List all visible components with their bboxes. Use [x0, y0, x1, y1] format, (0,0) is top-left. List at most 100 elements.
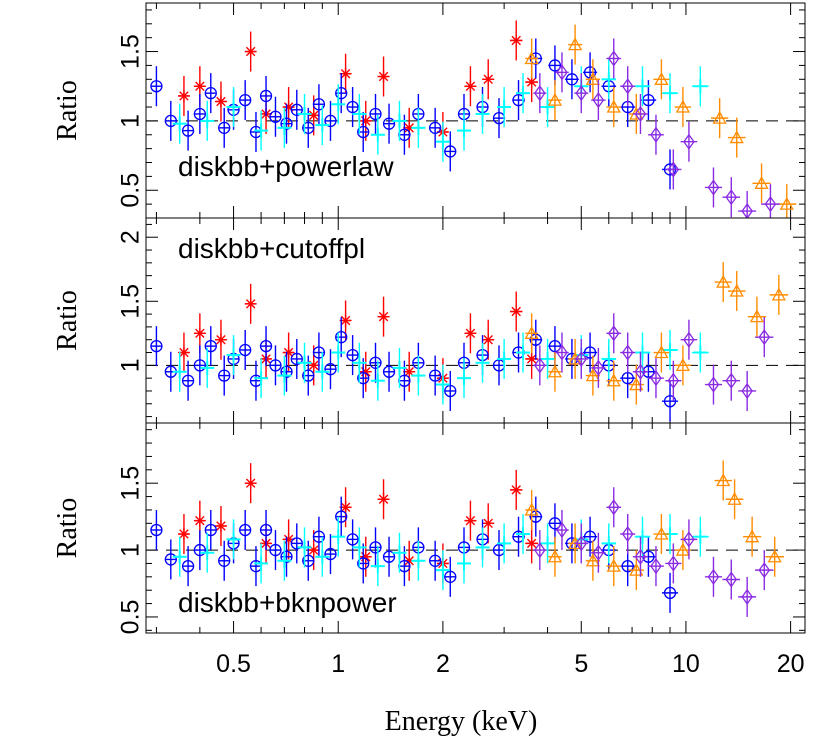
data-point: [254, 110, 269, 151]
data-point: [755, 317, 774, 358]
data-point: [738, 576, 757, 617]
data-point: [606, 487, 622, 528]
data-point: [429, 107, 442, 148]
data-point: [691, 66, 709, 107]
data-point: [254, 543, 269, 584]
data-point: [585, 355, 601, 396]
data-point: [297, 342, 312, 383]
model-label: diskbb+powerlaw: [178, 151, 394, 182]
y-axis-title: Ratio: [52, 498, 83, 559]
data-point: [239, 80, 252, 121]
data-point: [464, 500, 477, 541]
data-point: [444, 131, 457, 172]
data-point: [497, 338, 512, 379]
data-point: [290, 523, 303, 564]
x-axis-title: Energy (keV): [385, 706, 538, 737]
data-point: [591, 80, 606, 121]
data-point: [181, 360, 195, 401]
data-point: [568, 24, 583, 65]
series-diamond: [533, 38, 780, 218]
data-point: [482, 503, 495, 544]
data-point: [331, 84, 346, 125]
data-point: [324, 100, 337, 141]
data-point: [680, 121, 698, 162]
data-point: [634, 516, 651, 557]
data-point: [359, 536, 372, 577]
data-point: [475, 342, 490, 383]
data-point: [555, 510, 569, 551]
data-point: [516, 332, 531, 373]
data-points: [150, 262, 789, 422]
data-point: [457, 358, 472, 399]
data-point: [510, 291, 523, 332]
model-label: diskbb+bknpower: [178, 587, 397, 618]
data-point: [370, 114, 385, 155]
data-point: [777, 184, 797, 218]
data-point: [346, 519, 359, 560]
data-point: [457, 543, 472, 584]
data-point: [369, 527, 382, 568]
data-point: [727, 117, 746, 158]
data-point: [634, 66, 651, 107]
y-tick-label: 1.5: [117, 34, 145, 69]
data-point: [510, 20, 523, 61]
data-point: [547, 351, 563, 392]
data-point: [606, 87, 622, 128]
data-point: [747, 296, 766, 337]
data-point: [226, 519, 241, 560]
series-triangle: [524, 460, 784, 591]
data-point: [525, 523, 539, 564]
data-point: [150, 510, 163, 551]
data-point: [591, 532, 606, 573]
data-point: [444, 370, 457, 411]
data-point: [691, 516, 709, 557]
data-point: [307, 345, 320, 386]
data-point: [429, 355, 442, 396]
data-point: [606, 546, 622, 587]
data-point: [382, 103, 396, 144]
data-point: [722, 360, 741, 401]
data-point: [193, 345, 207, 386]
data-point: [164, 539, 177, 580]
x-axis: 0.5 1 2 5 10 20: [216, 650, 804, 678]
data-point: [177, 332, 190, 373]
data-point: [648, 114, 664, 155]
data-point: [714, 460, 732, 501]
data-point: [398, 360, 411, 401]
data-point: [164, 100, 177, 141]
data-point: [377, 479, 390, 520]
data-point: [435, 364, 450, 405]
data-point: [591, 347, 606, 388]
data-point: [352, 527, 367, 568]
data-point: [392, 347, 407, 388]
data-point: [653, 514, 670, 555]
series-plus: [172, 514, 709, 591]
panel-3: 0.5 1 1.5 Ratio diskbb+bknpower: [52, 422, 806, 634]
data-point: [290, 338, 303, 379]
data-point: [710, 98, 729, 139]
data-point: [150, 66, 163, 107]
panel-frame: [145, 422, 806, 634]
data-point: [680, 319, 698, 360]
data-point: [606, 313, 622, 354]
data-point: [680, 519, 698, 560]
data-point: [620, 332, 636, 373]
y-tick-label: 1: [117, 358, 145, 372]
x-tick-label: 0.5: [216, 650, 251, 678]
data-point: [632, 93, 649, 134]
data-point: [411, 540, 426, 581]
data-point: [172, 536, 187, 577]
data-point: [725, 479, 744, 520]
y-tick-label: 2: [117, 230, 145, 244]
data-point: [661, 381, 679, 422]
data-point: [661, 73, 679, 114]
series-circle: [150, 496, 679, 613]
data-point: [181, 546, 195, 587]
data-point: [727, 271, 746, 312]
data-point: [297, 527, 312, 568]
data-point: [632, 351, 649, 392]
data-point: [280, 103, 293, 144]
data-point: [249, 360, 263, 401]
data-point: [172, 103, 187, 144]
data-point: [704, 167, 723, 208]
